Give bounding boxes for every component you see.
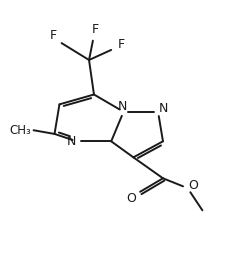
Text: O: O — [188, 179, 198, 192]
Text: O: O — [127, 191, 136, 205]
Text: N: N — [118, 100, 127, 113]
Text: F: F — [50, 29, 57, 42]
Text: F: F — [118, 38, 125, 51]
Text: N: N — [67, 135, 76, 148]
Text: N: N — [159, 102, 168, 115]
Text: CH₃: CH₃ — [9, 124, 31, 137]
Text: F: F — [92, 23, 99, 36]
